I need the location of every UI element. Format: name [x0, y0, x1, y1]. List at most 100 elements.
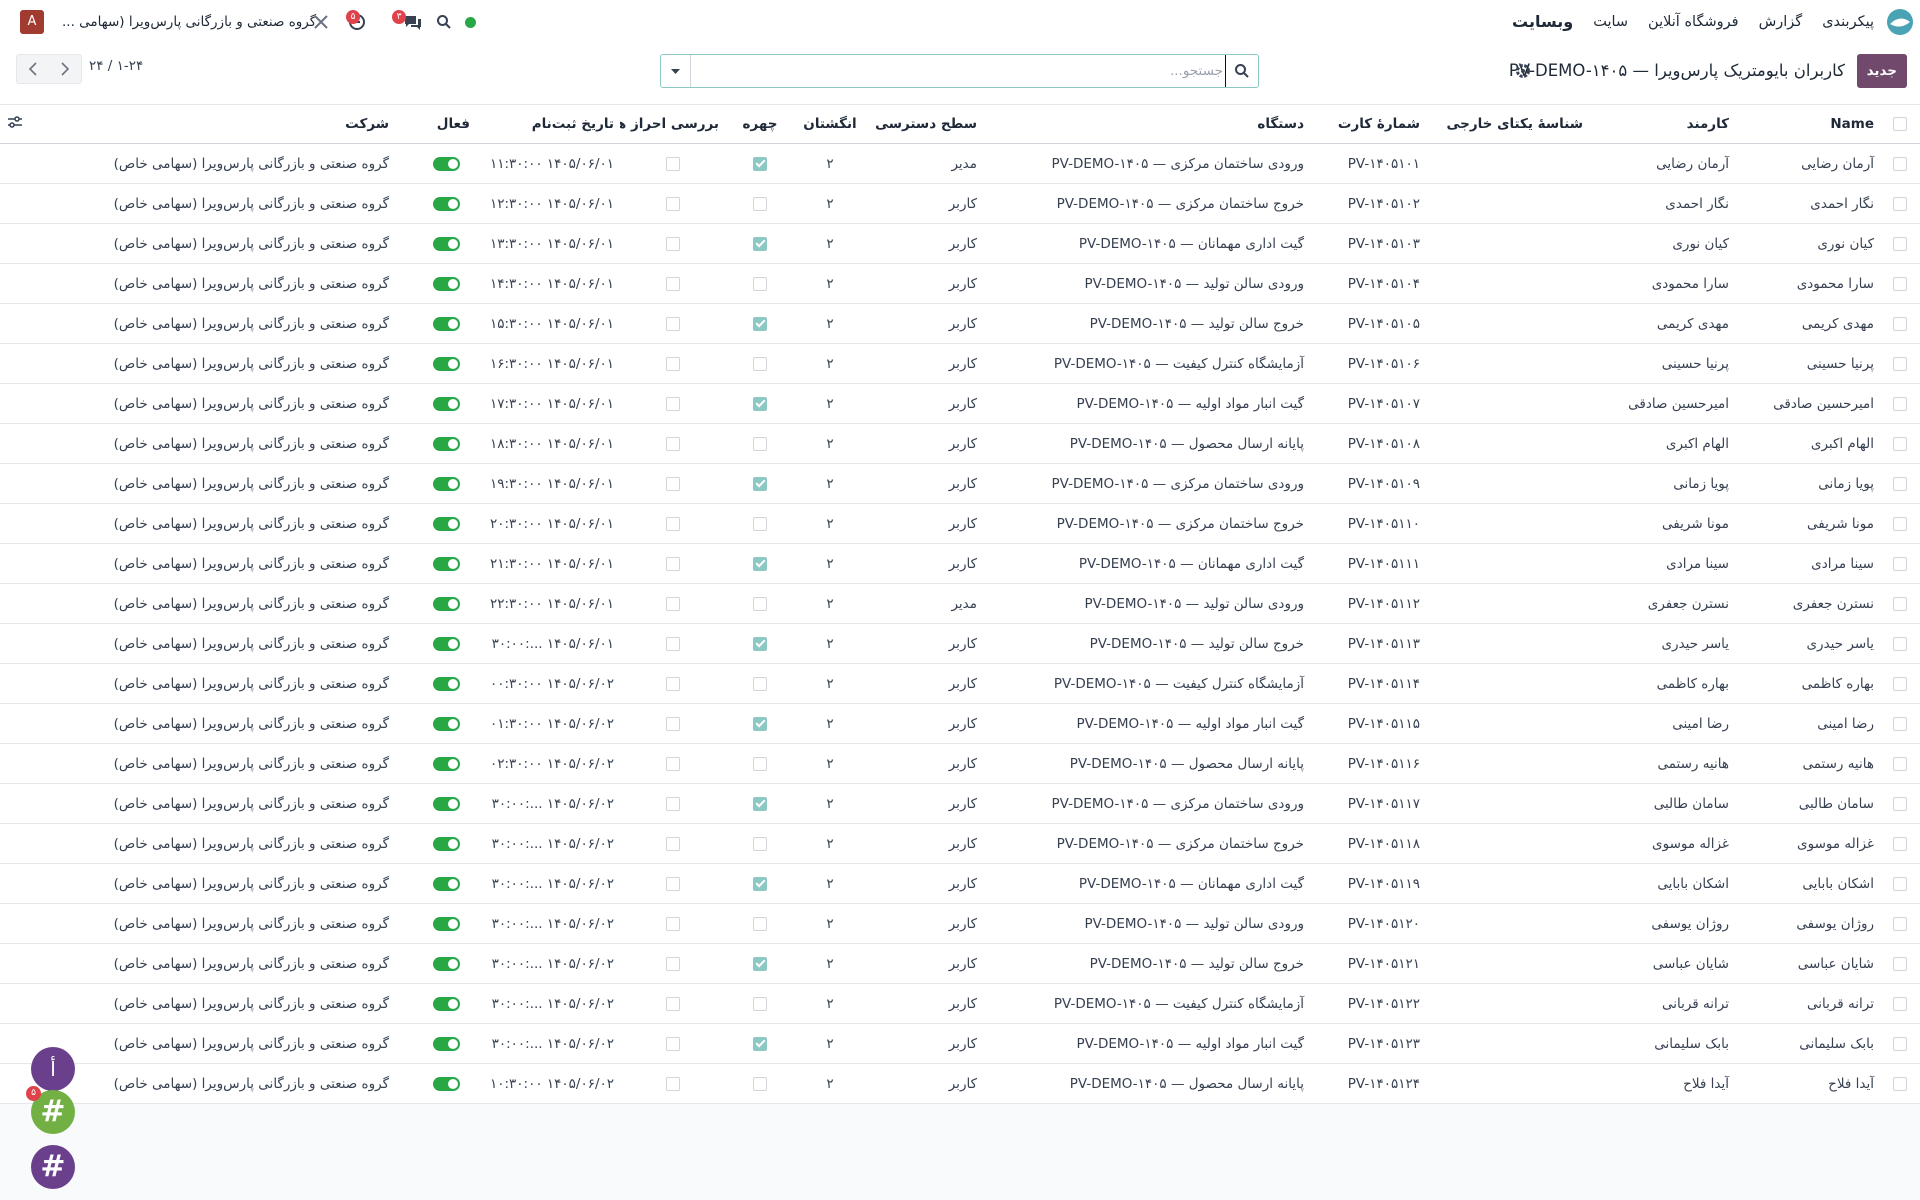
row-checkbox[interactable] [1893, 196, 1907, 211]
row-checkbox[interactable] [1893, 916, 1907, 931]
record-row[interactable]: سامان طالبی سامان طالبی PV-۱۴۰۵۱۱۷ ورودی سا… [0, 783, 1920, 824]
row-checkbox[interactable] [1893, 876, 1907, 891]
column-header[interactable]: Name [1735, 104, 1880, 144]
record-row[interactable]: هانیه رستمی هانیه رستمی PV-۱۴۰۵۱۱۶ پایانه ا… [0, 743, 1920, 784]
settings-gear[interactable] [1515, 63, 1531, 79]
search-box[interactable]: جستجو... [660, 54, 1259, 88]
record-row[interactable]: اشکان بابایی اشکان بابایی PV-۱۴۰۵۱۱۹ گیت اد… [0, 863, 1920, 904]
row-checkbox[interactable] [1893, 1036, 1907, 1051]
active-toggle[interactable] [433, 476, 460, 491]
record-row[interactable]: یاسر حیدری یاسر حیدری PV-۱۴۰۵۱۱۳ خروج سالن … [0, 623, 1920, 664]
active-toggle[interactable] [433, 916, 460, 931]
record-row[interactable]: سینا مرادی سینا مرادی PV-۱۴۰۵۱۱۱ گیت اداری … [0, 543, 1920, 584]
row-checkbox[interactable] [1893, 836, 1907, 851]
record-row[interactable]: پرنیا حسینی پرنیا حسینی PV-۱۴۰۵۱۰۶ آزمایشگا… [0, 343, 1920, 384]
active-toggle[interactable] [433, 836, 460, 851]
row-checkbox[interactable] [1893, 556, 1907, 571]
optional-columns-toggle[interactable] [7, 115, 23, 129]
menu-item[interactable]: فروشگاه آنلاین [1648, 14, 1739, 30]
chat-bubble[interactable]: أ [31, 1047, 75, 1091]
active-toggle[interactable] [433, 396, 460, 411]
active-toggle[interactable] [433, 196, 460, 211]
row-checkbox[interactable] [1893, 516, 1907, 531]
row-checkbox[interactable] [1893, 996, 1907, 1011]
row-checkbox[interactable] [1893, 236, 1907, 251]
record-row[interactable]: امیرحسین صادقی امیرحسین صادقی PV-۱۴۰۵۱۰۷ گی… [0, 383, 1920, 424]
row-checkbox[interactable] [1893, 796, 1907, 811]
record-row[interactable]: نسترن جعفری نسترن جعفری PV-۱۴۰۵۱۱۲ ورودی سا… [0, 583, 1920, 624]
record-row[interactable]: آرمان رضایی آرمان رضایی PV-۱۴۰۵۱۰۱ ورودی سا… [0, 143, 1920, 184]
chat-icon[interactable] [403, 13, 423, 31]
record-row[interactable]: مونا شریفی مونا شریفی PV-۱۴۰۵۱۱۰ خروج ساختم… [0, 503, 1920, 544]
column-header[interactable]: بررسی احراز هو... [620, 104, 725, 144]
pager-prev[interactable] [17, 55, 49, 83]
active-toggle[interactable] [433, 316, 460, 331]
row-checkbox[interactable] [1893, 356, 1907, 371]
active-toggle[interactable] [433, 956, 460, 971]
active-toggle[interactable] [433, 436, 460, 451]
record-row[interactable]: روژان یوسفی روژان یوسفی PV-۱۴۰۵۱۲۰ ورودی سا… [0, 903, 1920, 944]
channel-bubble[interactable]: # [31, 1145, 75, 1189]
active-toggle[interactable] [433, 556, 460, 571]
active-toggle[interactable] [433, 236, 460, 251]
column-header[interactable]: کارمند [1589, 104, 1735, 144]
column-header[interactable]: شناسهٔ یکتای خارجی [1426, 104, 1589, 144]
active-toggle[interactable] [433, 636, 460, 651]
record-row[interactable]: غزاله موسوی غزاله موسوی PV-۱۴۰۵۱۱۸ خروج ساخ… [0, 823, 1920, 864]
app-logo[interactable] [1886, 8, 1914, 36]
active-toggle[interactable] [433, 876, 460, 891]
active-toggle[interactable] [433, 1036, 460, 1051]
record-row[interactable]: الهام اکبری الهام اکبری PV-۱۴۰۵۱۰۸ پایانه ا… [0, 423, 1920, 464]
column-header[interactable]: شمارهٔ کارت [1310, 104, 1426, 144]
select-all-checkbox[interactable] [1893, 117, 1907, 131]
company-switcher[interactable]: گروه صنعتی و بازرگانی پارس‌ویرا (سهامی .… [62, 14, 317, 30]
record-row[interactable]: سارا محمودی سارا محمودی PV-۱۴۰۵۱۰۴ ورودی سا… [0, 263, 1920, 304]
brand[interactable]: وبسایت [1512, 12, 1574, 31]
column-header[interactable]: دستگاه [983, 104, 1310, 144]
record-row[interactable]: بابک سلیمانی بابک سلیمانی PV-۱۴۰۵۱۲۳ گیت ان… [0, 1023, 1920, 1064]
row-checkbox[interactable] [1893, 956, 1907, 971]
record-row[interactable]: نگار احمدی نگار احمدی PV-۱۴۰۵۱۰۲ خروج ساختم… [0, 183, 1920, 224]
active-toggle[interactable] [433, 276, 460, 291]
active-toggle[interactable] [433, 356, 460, 371]
row-checkbox[interactable] [1893, 476, 1907, 491]
row-checkbox[interactable] [1893, 436, 1907, 451]
row-checkbox[interactable] [1893, 756, 1907, 771]
menu-item[interactable]: پیکربندی [1822, 14, 1874, 30]
active-toggle[interactable] [433, 676, 460, 691]
active-toggle[interactable] [433, 156, 460, 171]
user-avatar[interactable]: A [20, 10, 44, 34]
active-toggle[interactable] [433, 516, 460, 531]
menu-item[interactable]: سایت [1593, 14, 1629, 30]
column-header[interactable]: تاریخ ثبت‌نام [476, 104, 620, 144]
active-toggle[interactable] [433, 1076, 460, 1091]
row-checkbox[interactable] [1893, 1076, 1907, 1091]
record-row[interactable]: مهدی کریمی مهدی کریمی PV-۱۴۰۵۱۰۵ خروج سالن … [0, 303, 1920, 344]
record-row[interactable]: ترانه قربانی ترانه قربانی PV-۱۴۰۵۱۲۲ آزمایش… [0, 983, 1920, 1024]
active-toggle[interactable] [433, 716, 460, 731]
active-toggle[interactable] [433, 996, 460, 1011]
row-checkbox[interactable] [1893, 396, 1907, 411]
search-toggle[interactable] [661, 55, 691, 87]
debug-icon[interactable] [313, 14, 329, 30]
row-checkbox[interactable] [1893, 276, 1907, 291]
row-checkbox[interactable] [1893, 596, 1907, 611]
record-row[interactable]: کیان نوری کیان نوری PV-۱۴۰۵۱۰۳ گیت اداری مه… [0, 223, 1920, 264]
column-header[interactable]: فعال [395, 104, 476, 144]
row-checkbox[interactable] [1893, 676, 1907, 691]
search-icon[interactable] [436, 14, 452, 30]
active-toggle[interactable] [433, 796, 460, 811]
record-row[interactable]: شایان عباسی شایان عباسی PV-۱۴۰۵۱۲۱ خروج سال… [0, 943, 1920, 984]
active-toggle[interactable] [433, 596, 460, 611]
menu-item[interactable]: گزارش [1758, 14, 1803, 30]
row-checkbox[interactable] [1893, 316, 1907, 331]
column-header[interactable]: شرکت [30, 104, 395, 144]
record-row[interactable]: آیدا فلاح آیدا فلاح PV-۱۴۰۵۱۲۴ پایانه ارسال… [0, 1063, 1920, 1104]
row-checkbox[interactable] [1893, 636, 1907, 651]
pager-next[interactable] [49, 55, 81, 83]
record-row[interactable]: بهاره کاظمی بهاره کاظمی PV-۱۴۰۵۱۱۴ آزمایشگا… [0, 663, 1920, 704]
column-header[interactable]: انگشتان [795, 104, 865, 144]
new-button[interactable]: جدید [1856, 54, 1907, 88]
column-header[interactable]: چهره [725, 104, 795, 144]
row-checkbox[interactable] [1893, 156, 1907, 171]
